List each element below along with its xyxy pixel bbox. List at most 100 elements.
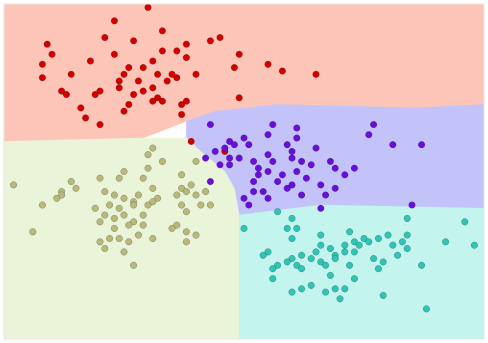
point-olive bbox=[10, 181, 18, 189]
point-teal bbox=[341, 248, 349, 256]
point-teal bbox=[283, 224, 291, 232]
point-olive bbox=[101, 211, 109, 219]
point-teal bbox=[269, 275, 277, 283]
point-red bbox=[115, 77, 123, 85]
data-points bbox=[10, 3, 478, 313]
point-olive bbox=[168, 224, 176, 232]
point-teal bbox=[336, 295, 344, 303]
point-purple bbox=[269, 121, 277, 129]
point-olive bbox=[134, 191, 142, 199]
point-purple bbox=[264, 194, 272, 202]
point-purple bbox=[341, 171, 349, 179]
point-teal bbox=[259, 251, 267, 259]
region-teal bbox=[238, 204, 485, 340]
point-red bbox=[115, 84, 123, 92]
point-olive bbox=[182, 238, 190, 246]
point-purple bbox=[221, 144, 229, 152]
point-purple bbox=[226, 161, 234, 169]
point-teal bbox=[317, 258, 325, 266]
point-purple bbox=[226, 154, 234, 162]
point-purple bbox=[331, 184, 339, 192]
point-red bbox=[182, 40, 190, 48]
point-purple bbox=[211, 147, 219, 155]
point-purple bbox=[331, 164, 339, 172]
point-teal bbox=[326, 271, 334, 279]
point-purple bbox=[312, 144, 320, 152]
point-olive bbox=[202, 188, 210, 196]
point-olive bbox=[101, 244, 109, 253]
series-olive bbox=[10, 144, 214, 269]
point-teal bbox=[293, 261, 301, 269]
point-olive bbox=[110, 224, 118, 232]
point-teal bbox=[374, 265, 382, 273]
point-purple bbox=[293, 167, 301, 176]
point-red bbox=[278, 67, 286, 75]
point-teal bbox=[326, 244, 334, 253]
point-red bbox=[149, 84, 157, 92]
point-purple bbox=[230, 141, 238, 149]
point-teal bbox=[298, 265, 306, 273]
point-teal bbox=[322, 288, 330, 296]
point-olive bbox=[130, 201, 138, 209]
point-teal bbox=[312, 248, 320, 256]
point-teal bbox=[389, 241, 397, 249]
point-teal bbox=[379, 258, 387, 266]
point-purple bbox=[288, 147, 296, 155]
point-purple bbox=[326, 157, 334, 165]
point-teal bbox=[394, 251, 402, 259]
point-olive bbox=[106, 234, 114, 243]
point-teal bbox=[370, 255, 378, 263]
point-teal bbox=[317, 231, 325, 239]
point-teal bbox=[307, 281, 315, 289]
point-olive bbox=[120, 211, 128, 219]
point-red bbox=[82, 114, 90, 122]
point-teal bbox=[350, 275, 358, 283]
point-olive bbox=[115, 204, 123, 212]
point-olive bbox=[182, 228, 190, 236]
point-olive bbox=[101, 188, 109, 196]
point-red bbox=[144, 3, 152, 11]
point-teal bbox=[269, 265, 277, 273]
point-red bbox=[91, 90, 99, 99]
point-olive bbox=[53, 194, 61, 202]
point-teal bbox=[341, 285, 349, 293]
point-red bbox=[96, 87, 104, 95]
point-olive bbox=[192, 191, 200, 199]
point-olive bbox=[120, 167, 128, 176]
point-red bbox=[149, 57, 157, 65]
point-teal bbox=[288, 214, 296, 222]
point-olive bbox=[149, 234, 157, 243]
point-red bbox=[178, 100, 186, 109]
point-teal bbox=[379, 291, 387, 299]
point-red bbox=[134, 77, 142, 85]
point-olive bbox=[144, 164, 152, 172]
series-red bbox=[38, 3, 320, 155]
point-olive bbox=[154, 194, 162, 202]
point-red bbox=[77, 104, 85, 112]
point-red bbox=[149, 97, 157, 105]
point-purple bbox=[389, 141, 397, 149]
point-purple bbox=[245, 141, 253, 149]
point-purple bbox=[293, 134, 301, 142]
point-red bbox=[120, 70, 128, 78]
point-teal bbox=[346, 261, 354, 269]
point-teal bbox=[298, 285, 306, 293]
point-purple bbox=[250, 188, 258, 196]
point-purple bbox=[206, 121, 214, 129]
point-teal bbox=[374, 234, 382, 243]
point-olive bbox=[110, 214, 118, 222]
point-red bbox=[178, 110, 186, 119]
point-olive bbox=[106, 201, 114, 209]
point-olive bbox=[206, 201, 214, 209]
point-purple bbox=[283, 184, 291, 192]
point-olive bbox=[149, 198, 157, 206]
point-purple bbox=[264, 151, 272, 159]
point-red bbox=[86, 57, 94, 65]
point-red bbox=[230, 64, 238, 72]
point-purple bbox=[216, 161, 224, 169]
point-teal bbox=[331, 255, 339, 263]
point-olive bbox=[158, 157, 166, 165]
point-purple bbox=[298, 191, 306, 199]
